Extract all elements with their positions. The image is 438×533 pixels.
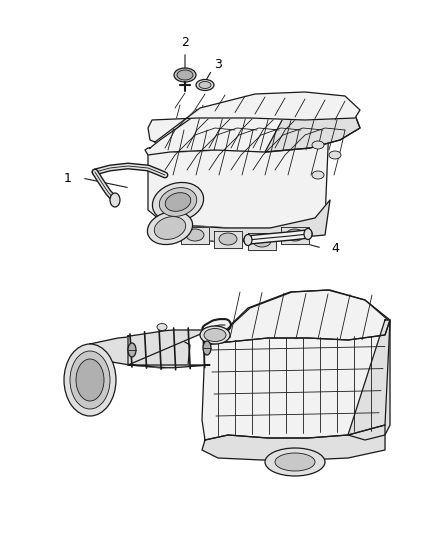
Polygon shape [265,96,360,152]
Ellipse shape [177,70,193,80]
Ellipse shape [312,171,324,179]
Ellipse shape [186,229,204,241]
Ellipse shape [253,235,271,247]
Ellipse shape [312,141,324,149]
Ellipse shape [204,328,226,342]
Ellipse shape [219,233,237,245]
Ellipse shape [286,229,304,241]
Ellipse shape [329,151,341,159]
Ellipse shape [110,193,120,207]
Polygon shape [181,227,209,244]
Polygon shape [90,335,190,368]
Polygon shape [128,328,212,368]
Ellipse shape [196,79,214,91]
Polygon shape [202,425,385,460]
Ellipse shape [275,453,315,471]
Ellipse shape [199,82,211,88]
Polygon shape [202,320,390,440]
Ellipse shape [265,448,325,476]
Ellipse shape [128,343,136,357]
Polygon shape [281,227,309,244]
Polygon shape [155,200,330,242]
Text: 2: 2 [181,36,189,49]
Ellipse shape [244,235,252,246]
Ellipse shape [165,192,191,211]
Polygon shape [214,231,242,248]
Polygon shape [148,100,330,228]
Text: 1: 1 [64,172,72,184]
Ellipse shape [76,359,104,401]
Ellipse shape [157,324,167,330]
Polygon shape [145,96,360,155]
Ellipse shape [70,351,110,409]
Ellipse shape [304,229,312,239]
Text: 4: 4 [331,241,339,254]
Ellipse shape [203,341,211,355]
Ellipse shape [148,212,193,245]
Ellipse shape [152,182,204,222]
Polygon shape [205,290,390,345]
Polygon shape [248,233,276,250]
Polygon shape [148,92,360,142]
Ellipse shape [159,188,197,216]
Polygon shape [348,320,390,440]
Ellipse shape [64,344,116,416]
Ellipse shape [154,216,186,239]
Text: 3: 3 [214,58,222,70]
Ellipse shape [200,326,230,344]
Ellipse shape [174,68,196,82]
